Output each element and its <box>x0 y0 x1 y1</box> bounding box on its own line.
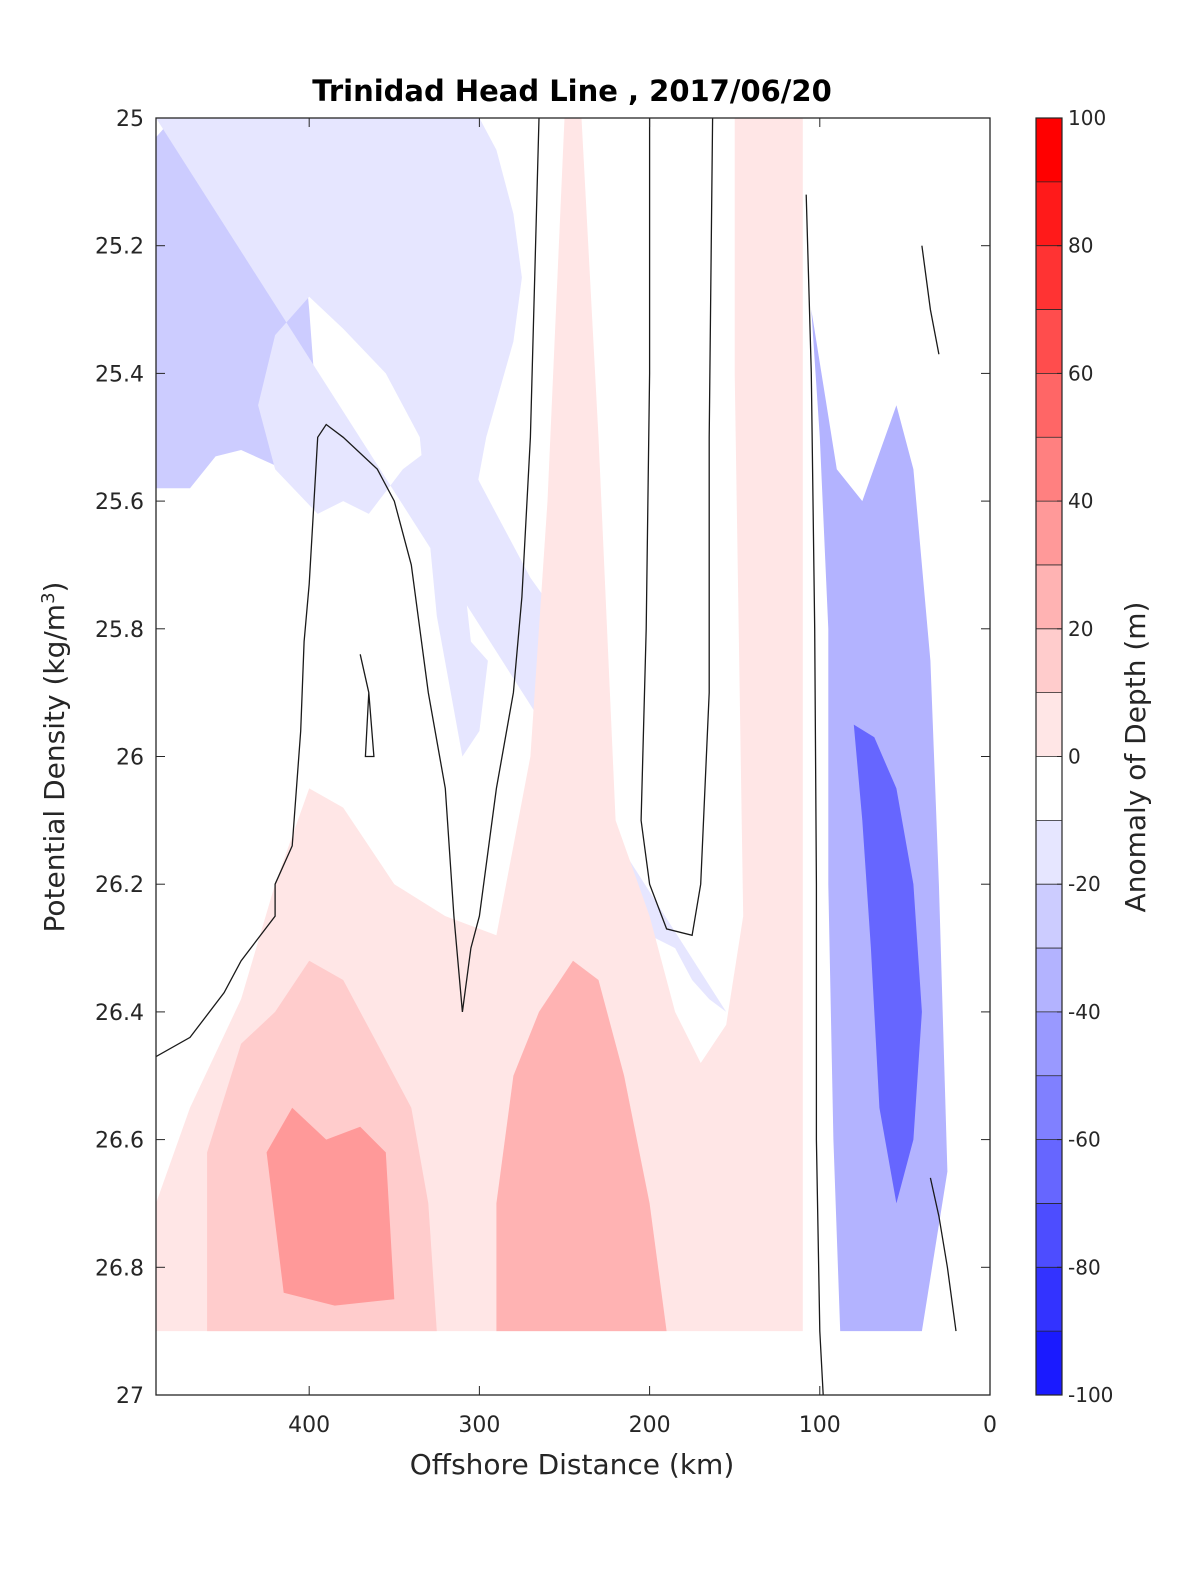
colorbar-tick-label-60: 60 <box>1068 361 1093 385</box>
y-axis-title-close: ) <box>38 582 71 593</box>
colorbar-band-14 <box>1036 1011 1062 1077</box>
y-tick-label-25.2: 25.2 <box>95 235 144 260</box>
colorbar-band-1 <box>1036 181 1062 247</box>
zero-contour-2 <box>805 194 824 1395</box>
colorbar-band-11 <box>1036 820 1062 885</box>
colorbar-band-3 <box>1036 309 1062 374</box>
colorbar-band-5 <box>1036 437 1062 502</box>
y-axis-title-superscript: 3 <box>38 592 59 603</box>
y-tick-label-25.4: 25.4 <box>95 362 144 387</box>
y-tick-label-26.2: 26.2 <box>95 873 144 898</box>
colorbar-band-12 <box>1036 884 1062 949</box>
zero-contour-5 <box>929 1177 957 1332</box>
y-tick-label-25.8: 25.8 <box>95 618 144 643</box>
colorbar-bands <box>1036 118 1062 1396</box>
colorbar-tick-label--40: -40 <box>1068 1000 1101 1024</box>
colorbar-tick-label--100: -100 <box>1068 1383 1113 1407</box>
colorbar-band-7 <box>1036 564 1062 630</box>
x-tick-label-100: 100 <box>799 1413 841 1438</box>
y-axis-title: Potential Density (kg/m3) <box>38 582 72 933</box>
chart-title: Trinidad Head Line , 2017/06/20 <box>312 74 832 108</box>
colorbar-tick-label-40: 40 <box>1068 489 1093 513</box>
x-tick-label-200: 200 <box>629 1413 671 1438</box>
colorbar-tick-label-100: 100 <box>1068 106 1106 130</box>
x-axis-ticks: 400 300 200 100 0 <box>288 118 997 1438</box>
colorbar-band-18 <box>1036 1267 1062 1332</box>
colorbar-band-4 <box>1036 373 1062 438</box>
colorbar-band-6 <box>1036 501 1062 566</box>
contour-region-8 <box>853 724 922 1204</box>
y-tick-label-27: 27 <box>116 1384 144 1409</box>
colorbar-band-9 <box>1036 692 1062 757</box>
plot-area: 400 300 200 100 0 25 25.2 25.4 25.6 25.8 26 26.2 26… <box>95 107 997 1438</box>
y-axis-ticks: 25 25.2 25.4 25.6 25.8 26 26.2 26.4 26.6 26.8 27 <box>95 107 990 1409</box>
colorbar-ticks: 100 80 60 40 20 0 -20 -40 -60 -80 -100 <box>1057 106 1113 1407</box>
x-tick-label-0: 0 <box>983 1413 997 1438</box>
colorbar-band-17 <box>1036 1203 1062 1268</box>
zero-contour-1 <box>640 118 714 937</box>
zero-contour-3 <box>359 654 375 758</box>
y-axis-title-main: Potential Density (kg/m <box>38 604 71 933</box>
zero-contour-4 <box>921 245 940 355</box>
colorbar-tick-label--20: -20 <box>1068 872 1101 896</box>
x-tick-label-300: 300 <box>458 1413 500 1438</box>
y-tick-label-26.8: 26.8 <box>95 1256 144 1281</box>
zero-contour-0 <box>156 118 540 1058</box>
y-tick-label-25: 25 <box>116 107 144 132</box>
contour-region-5 <box>496 960 667 1332</box>
colorbar-tick-label--60: -60 <box>1068 1128 1101 1152</box>
colorbar-band-8 <box>1036 628 1062 694</box>
colorbar-band-2 <box>1036 245 1062 311</box>
colorbar-title: Anomaly of Depth (m) <box>1119 602 1152 913</box>
colorbar-band-16 <box>1036 1139 1062 1204</box>
colorbar-band-19 <box>1036 1331 1062 1396</box>
zero-contour-lines <box>156 118 957 1395</box>
colorbar-band-0 <box>1036 118 1062 183</box>
y-tick-label-26: 26 <box>116 746 144 771</box>
colorbar-tick-label-20: 20 <box>1068 617 1093 641</box>
colorbar-tick-label-80: 80 <box>1068 234 1093 258</box>
y-tick-label-26.4: 26.4 <box>95 1001 144 1026</box>
colorbar-tick-label--80: -80 <box>1068 1255 1101 1279</box>
contour-regions <box>156 118 948 1332</box>
contour-region-6 <box>266 1107 395 1306</box>
colorbar-band-15 <box>1036 1075 1062 1141</box>
x-tick-label-400: 400 <box>288 1413 330 1438</box>
colorbar-band-10 <box>1036 756 1062 821</box>
y-tick-label-25.6: 25.6 <box>95 490 144 515</box>
x-axis-title: Offshore Distance (km) <box>410 1448 735 1481</box>
colorbar: 100 80 60 40 20 0 -20 -40 -60 -80 -100 <box>1035 106 1113 1407</box>
colorbar-tick-label-0: 0 <box>1068 745 1081 769</box>
y-tick-label-26.6: 26.6 <box>95 1129 144 1154</box>
colorbar-band-13 <box>1036 948 1062 1013</box>
